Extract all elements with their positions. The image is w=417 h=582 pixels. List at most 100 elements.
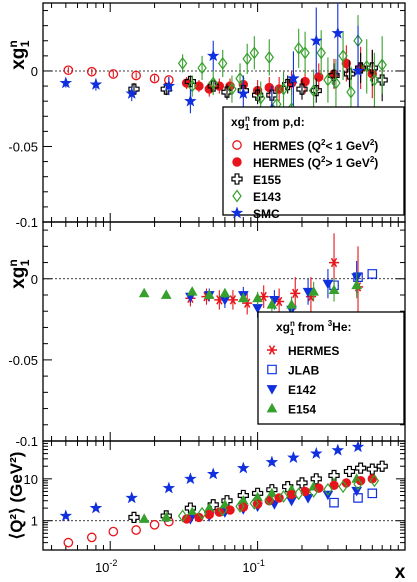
data-point	[251, 89, 264, 101]
data-point	[351, 441, 365, 453]
data-point	[125, 491, 138, 504]
legend-label: E155	[253, 173, 281, 187]
data-point	[376, 460, 388, 472]
data-point	[354, 462, 367, 474]
y-axis-label: xgn1	[6, 259, 32, 289]
legend-marker	[230, 206, 244, 219]
data-point	[59, 509, 73, 522]
data-point	[63, 65, 74, 76]
legend-marker	[267, 364, 277, 375]
legend: xgn 1 from 3He: HERMES JLAB E142 E154	[257, 311, 405, 425]
data-point	[338, 49, 348, 63]
data-point	[197, 506, 207, 520]
data-point	[203, 289, 215, 299]
data-point	[227, 82, 237, 96]
data-point	[138, 287, 150, 298]
data-point	[296, 477, 308, 489]
data-point	[369, 73, 380, 87]
legend-marker	[231, 173, 243, 185]
y-tick-label: -0.1	[16, 434, 38, 449]
data-point	[355, 476, 366, 486]
y-axis-label: ⟨Q²⟩ (GeV²)	[7, 452, 26, 540]
data-point	[131, 70, 142, 81]
data-point	[184, 94, 197, 107]
data-point	[264, 50, 275, 64]
legend-label: HERMES (Q2> 1 GeV2)	[253, 155, 378, 170]
data-point	[266, 299, 278, 309]
data-point	[367, 488, 378, 499]
legend-marker	[232, 140, 242, 150]
data-point	[310, 447, 323, 459]
data-point	[160, 289, 172, 299]
data-point	[86, 66, 97, 77]
data-point	[108, 69, 119, 79]
panel-bottom: 1 10⟨Q²⟩ (GeV²) 10-2 10-1 x	[7, 440, 406, 582]
data-point	[128, 83, 140, 95]
data-point	[341, 58, 352, 69]
data-point	[162, 79, 176, 92]
data-point	[323, 73, 333, 87]
data-point	[286, 299, 297, 309]
data-point	[128, 511, 140, 524]
data-point	[177, 56, 188, 70]
data-point	[217, 503, 228, 517]
data-point	[329, 497, 339, 508]
series-smc	[59, 3, 365, 132]
data-point	[331, 26, 345, 39]
data-point	[331, 76, 341, 90]
legend-label: E143	[253, 190, 281, 204]
data-layer	[59, 3, 388, 132]
data-point	[286, 489, 297, 500]
legend-marker	[267, 345, 277, 355]
data-point	[235, 499, 245, 513]
data-point	[308, 286, 319, 296]
data-point	[264, 493, 275, 507]
data-point	[184, 472, 197, 485]
series-jlab	[329, 269, 378, 291]
data-point	[346, 85, 356, 99]
data-point	[186, 286, 198, 296]
data-point	[310, 34, 323, 47]
data-point	[207, 80, 219, 92]
data-point	[237, 292, 249, 303]
data-point	[237, 87, 250, 99]
series-e155	[128, 460, 388, 524]
legend-marker	[266, 402, 278, 413]
data-point	[323, 482, 333, 496]
data-point	[249, 496, 260, 510]
series-e143	[177, 474, 380, 523]
data-point	[351, 64, 365, 77]
data-point	[149, 73, 160, 84]
legend-label: SMC	[253, 207, 280, 221]
data-point	[322, 279, 334, 290]
data-point	[366, 463, 378, 475]
y-tick-label: 1	[31, 514, 38, 529]
data-point	[287, 71, 300, 84]
data-point	[310, 473, 322, 485]
data-point	[361, 59, 372, 73]
legend-marker	[266, 385, 278, 395]
y-tick-label: -0.05	[8, 139, 38, 154]
data-point	[242, 52, 252, 66]
series-jlab	[329, 488, 378, 508]
y-tick-label: 10	[24, 472, 38, 487]
data-point	[300, 46, 310, 60]
data-point	[377, 58, 387, 72]
data-point	[86, 532, 97, 543]
panel-frame	[42, 440, 406, 551]
legend-title: xgn 1 from 3He:	[276, 319, 352, 337]
data-point	[207, 499, 219, 511]
data-point	[290, 288, 301, 299]
data-point	[278, 82, 289, 96]
data-point	[338, 480, 348, 494]
data-point	[125, 87, 138, 99]
data-point	[293, 41, 304, 55]
data-point	[316, 46, 326, 60]
data-point	[227, 295, 238, 305]
legend-label: JLAB	[288, 364, 320, 378]
data-point	[367, 269, 378, 279]
data-point	[369, 474, 380, 488]
legend-label: E142	[288, 383, 316, 397]
legend-label: E154	[288, 403, 316, 417]
